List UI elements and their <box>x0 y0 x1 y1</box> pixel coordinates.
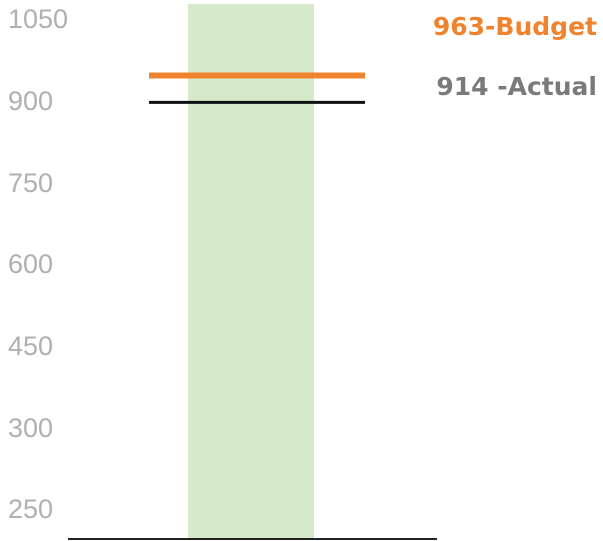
y-tick-label: 250 <box>8 494 53 524</box>
green-band <box>188 4 314 540</box>
y-axis-ticks: 1050 900 750 600 450 300 250 <box>8 4 68 524</box>
y-tick-label: 300 <box>8 413 53 443</box>
y-tick-label: 600 <box>8 249 53 279</box>
y-tick-label: 750 <box>8 168 53 198</box>
budget-label: 963-Budget <box>433 12 597 41</box>
y-tick-label: 900 <box>8 86 53 116</box>
actual-label: 914 -Actual <box>436 72 597 101</box>
y-tick-label: 450 <box>8 331 53 361</box>
y-tick-label: 1050 <box>8 4 68 34</box>
